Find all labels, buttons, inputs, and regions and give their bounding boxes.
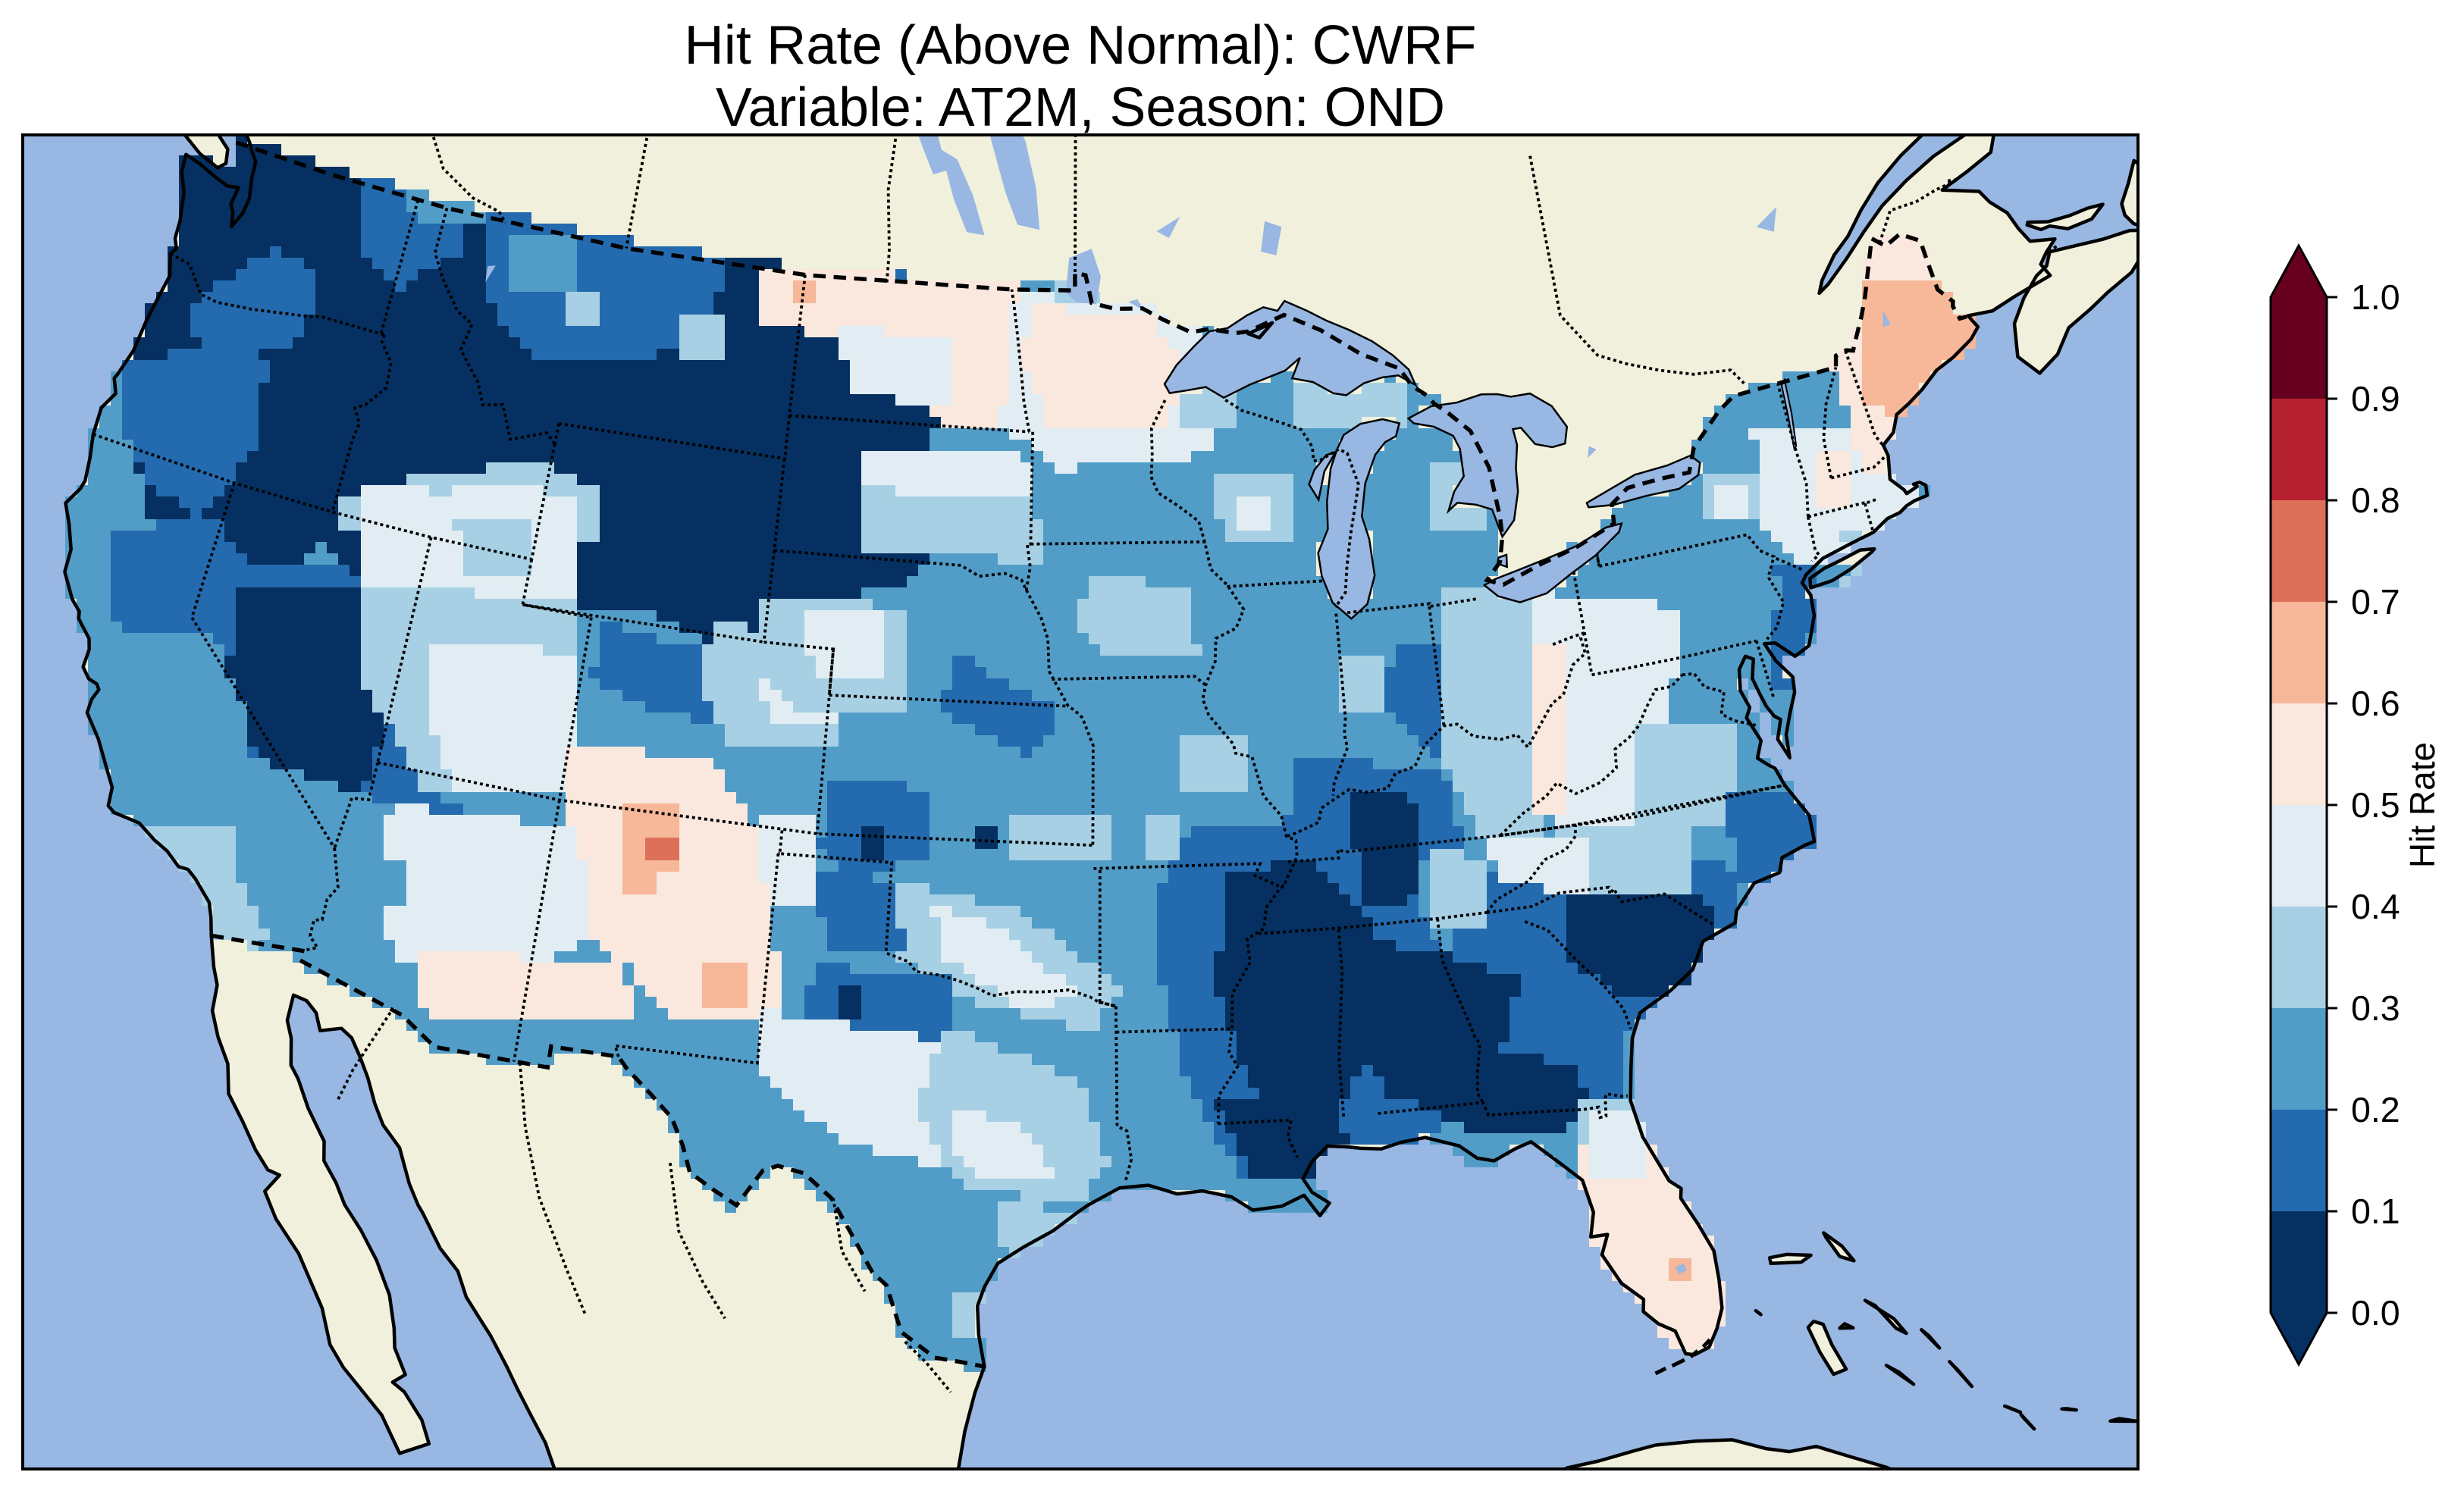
svg-text:0.3: 0.3 (2351, 988, 2400, 1028)
svg-text:0.9: 0.9 (2351, 379, 2400, 418)
svg-text:0.4: 0.4 (2351, 887, 2400, 926)
svg-text:0.0: 0.0 (2351, 1293, 2400, 1333)
svg-text:Variable: AT2M, Season: OND: Variable: AT2M, Season: OND (716, 77, 1445, 138)
svg-text:1.0: 1.0 (2351, 277, 2400, 317)
svg-text:Hit Rate: Hit Rate (2403, 742, 2442, 868)
svg-text:0.7: 0.7 (2351, 582, 2400, 622)
svg-text:Hit Rate (Above Normal): CWRF: Hit Rate (Above Normal): CWRF (685, 15, 1477, 76)
svg-text:0.2: 0.2 (2351, 1090, 2400, 1129)
svg-text:0.6: 0.6 (2351, 684, 2400, 723)
svg-text:0.5: 0.5 (2351, 785, 2400, 825)
svg-text:0.8: 0.8 (2351, 481, 2400, 520)
svg-text:0.1: 0.1 (2351, 1192, 2400, 1231)
